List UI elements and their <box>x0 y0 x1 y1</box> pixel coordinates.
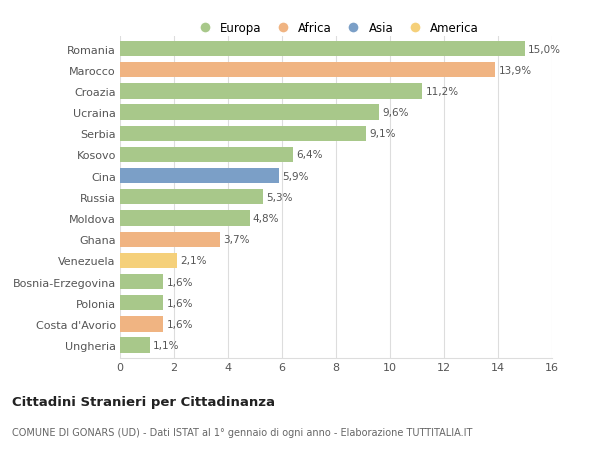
Bar <box>120 338 150 353</box>
Bar <box>120 126 366 141</box>
Text: 11,2%: 11,2% <box>425 87 459 97</box>
Bar <box>120 253 176 269</box>
Bar <box>120 296 163 311</box>
Text: 6,4%: 6,4% <box>296 150 323 160</box>
Bar <box>120 84 422 99</box>
Text: 1,1%: 1,1% <box>153 340 179 350</box>
Text: 3,7%: 3,7% <box>223 235 250 245</box>
Text: COMUNE DI GONARS (UD) - Dati ISTAT al 1° gennaio di ogni anno - Elaborazione TUT: COMUNE DI GONARS (UD) - Dati ISTAT al 1°… <box>12 427 472 437</box>
Bar <box>120 274 163 290</box>
Bar <box>120 63 496 78</box>
Legend: Europa, Africa, Asia, America: Europa, Africa, Asia, America <box>188 17 484 39</box>
Bar <box>120 147 293 162</box>
Bar <box>120 190 263 205</box>
Text: 9,1%: 9,1% <box>369 129 395 139</box>
Text: 9,6%: 9,6% <box>382 108 409 118</box>
Text: 5,3%: 5,3% <box>266 192 293 202</box>
Bar <box>120 317 163 332</box>
Text: 1,6%: 1,6% <box>166 277 193 287</box>
Bar <box>120 232 220 247</box>
Text: 15,0%: 15,0% <box>528 45 561 55</box>
Bar <box>120 168 280 184</box>
Text: 1,6%: 1,6% <box>166 319 193 329</box>
Text: 2,1%: 2,1% <box>180 256 206 266</box>
Bar <box>120 105 379 120</box>
Text: 1,6%: 1,6% <box>166 298 193 308</box>
Text: 5,9%: 5,9% <box>283 171 309 181</box>
Bar <box>120 42 525 57</box>
Bar <box>120 211 250 226</box>
Text: Cittadini Stranieri per Cittadinanza: Cittadini Stranieri per Cittadinanza <box>12 395 275 408</box>
Text: 4,8%: 4,8% <box>253 213 280 224</box>
Text: 13,9%: 13,9% <box>499 66 532 76</box>
